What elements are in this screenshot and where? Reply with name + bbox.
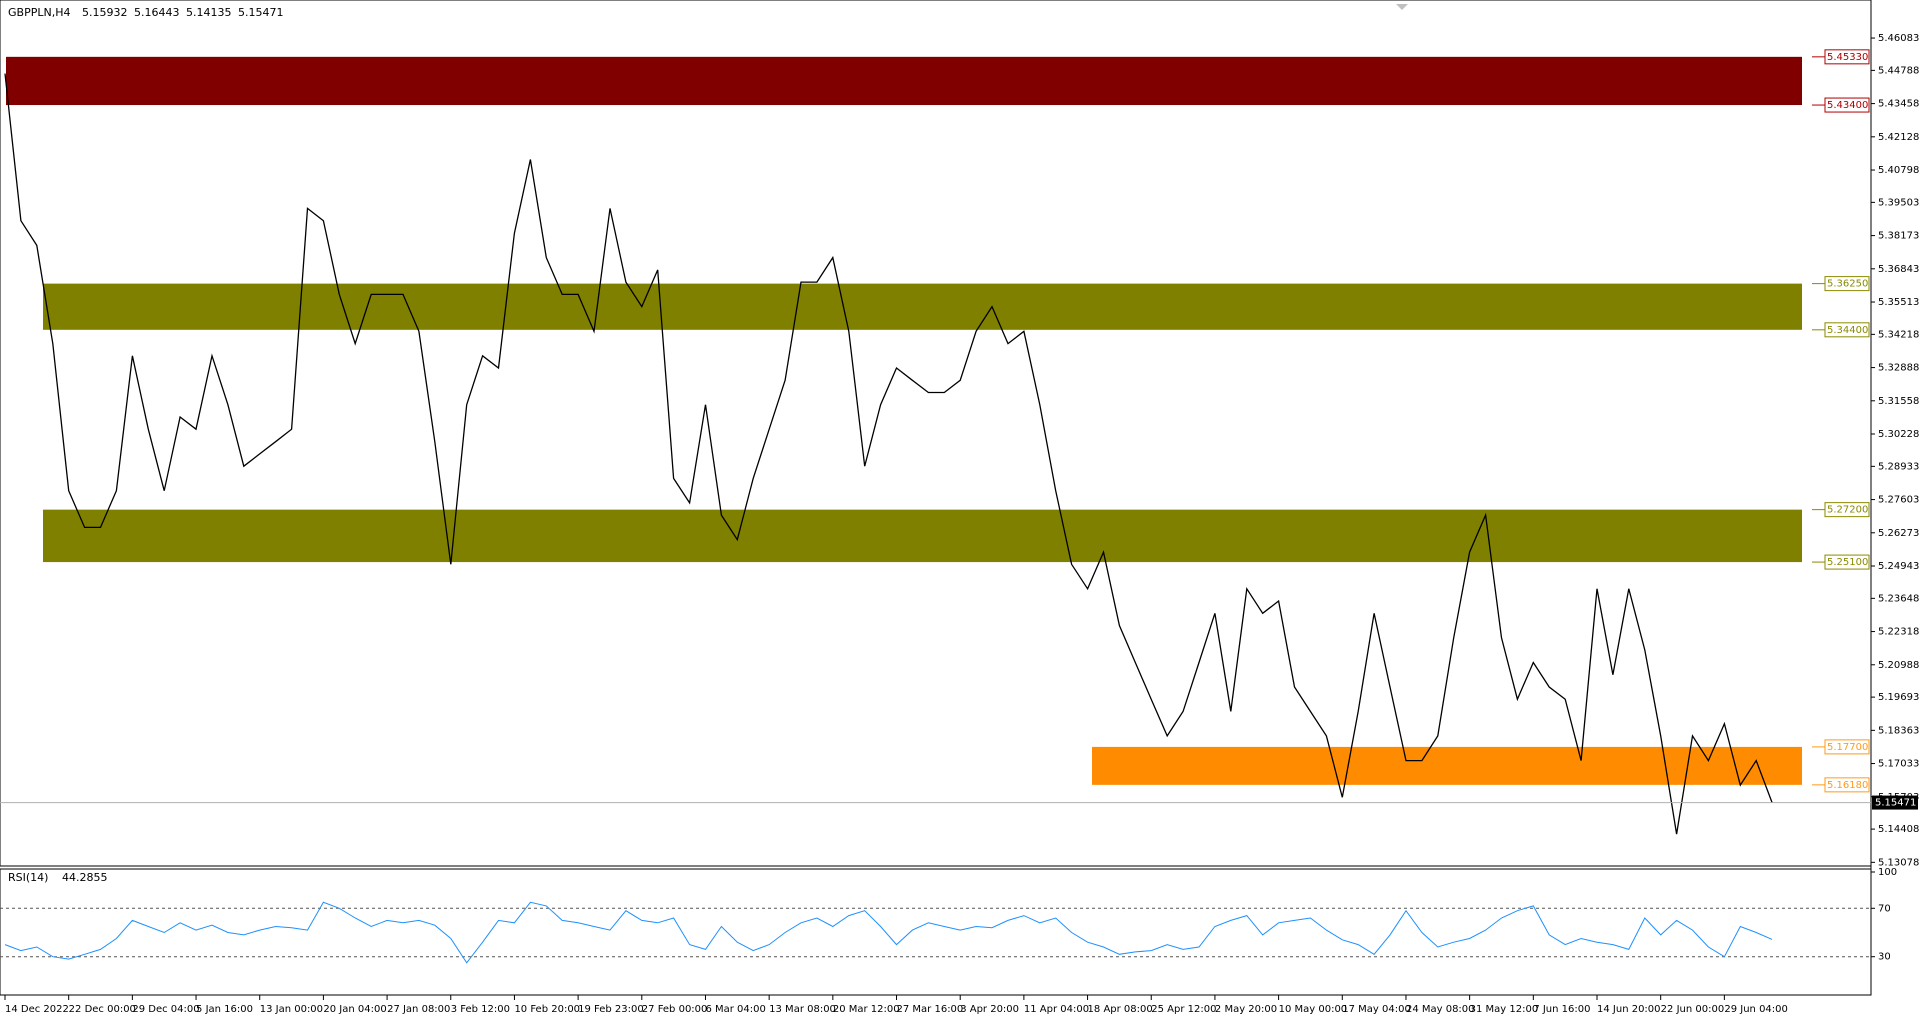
y-tick-label: 5.34218 — [1878, 329, 1919, 340]
rsi-panel — [0, 868, 1872, 996]
y-tick-label: 5.44788 — [1878, 65, 1919, 76]
y-tick-label: 5.24943 — [1878, 561, 1919, 572]
y-tick-label: 5.32888 — [1878, 363, 1919, 374]
y-tick-label: 5.40798 — [1878, 165, 1919, 176]
rsi-y-tick-label: 100 — [1878, 867, 1897, 878]
ohlc-low: 5.14135 — [186, 6, 232, 19]
y-tick-label: 5.13078 — [1878, 857, 1919, 868]
y-tick-label: 5.14408 — [1878, 824, 1919, 835]
x-tick-label: 11 Apr 04:00 — [1024, 1004, 1089, 1015]
x-tick-label: 5 Jan 16:00 — [196, 1004, 253, 1015]
y-tick-label: 5.26273 — [1878, 528, 1919, 539]
y-tick-label: 5.46083 — [1878, 33, 1919, 44]
zone-label: 5.43400 — [1827, 100, 1868, 111]
zone — [6, 56, 1802, 106]
price-line — [4, 73, 1773, 835]
x-tick-label: 24 May 08:00 — [1406, 1004, 1475, 1015]
y-tick-label: 5.39503 — [1878, 197, 1919, 208]
x-tick-label: 14 Dec 2022 — [5, 1004, 69, 1015]
x-tick-label: 3 Apr 20:00 — [960, 1004, 1019, 1015]
ohlc-open: 5.15932 — [82, 6, 128, 19]
x-tick-label: 6 Mar 04:00 — [705, 1004, 765, 1015]
zone-label: 5.27200 — [1827, 505, 1868, 516]
zone — [43, 509, 1802, 563]
rsi-y-tick-label: 30 — [1878, 952, 1891, 963]
y-tick-label: 5.31558 — [1878, 396, 1919, 407]
x-tick-label: 14 Jun 20:00 — [1597, 1004, 1661, 1015]
zone-label: 5.34400 — [1827, 325, 1868, 336]
x-tick-label: 20 Jan 04:00 — [323, 1004, 386, 1015]
zone-label-box — [1824, 322, 1870, 338]
zone-label: 5.17700 — [1827, 742, 1868, 753]
y-tick-label: 5.27603 — [1878, 495, 1919, 506]
zone-label-box — [1824, 739, 1870, 755]
x-tick-label: 31 May 12:00 — [1470, 1004, 1539, 1015]
x-tick-label: 18 Apr 08:00 — [1088, 1004, 1153, 1015]
main-panel — [0, 0, 1872, 867]
x-tick-label: 10 May 00:00 — [1279, 1004, 1348, 1015]
current-price-box — [1872, 795, 1918, 810]
y-tick-label: 5.30228 — [1878, 429, 1919, 440]
y-tick-label: 5.28933 — [1878, 461, 1919, 472]
x-tick-label: 27 Mar 16:00 — [897, 1004, 964, 1015]
y-tick-label: 5.43458 — [1878, 99, 1919, 110]
x-tick-label: 29 Dec 04:00 — [132, 1004, 199, 1015]
ohlc-high: 5.16443 — [134, 6, 180, 19]
y-tick-label: 5.22318 — [1878, 627, 1919, 638]
zone-label: 5.45330 — [1827, 52, 1868, 63]
y-tick-label: 5.38173 — [1878, 231, 1919, 242]
y-tick-label: 5.35513 — [1878, 297, 1919, 308]
rsi-line — [4, 901, 1773, 964]
x-tick-label: 19 Feb 23:00 — [578, 1004, 644, 1015]
y-tick-label: 5.19693 — [1878, 692, 1919, 703]
zone-label-box — [1824, 554, 1870, 570]
zone — [43, 283, 1802, 330]
zone-label-box — [1824, 276, 1870, 292]
zone-label-box — [1824, 777, 1870, 793]
zone-label-box — [1824, 49, 1870, 65]
ohlc-close: 5.15471 — [238, 6, 284, 19]
rsi-y-tick-label: 70 — [1878, 903, 1891, 914]
x-tick-label: 7 Jun 16:00 — [1533, 1004, 1590, 1015]
zone-label: 5.36250 — [1827, 279, 1868, 290]
x-tick-label: 25 Apr 12:00 — [1151, 1004, 1216, 1015]
y-tick-label: 5.17033 — [1878, 759, 1919, 770]
y-tick-label: 5.23648 — [1878, 593, 1919, 604]
x-tick-label: 22 Dec 00:00 — [69, 1004, 136, 1015]
x-tick-label: 17 May 04:00 — [1342, 1004, 1411, 1015]
x-tick-label: 22 Jun 00:00 — [1661, 1004, 1725, 1015]
current-price-label: 5.15471 — [1875, 798, 1916, 809]
x-tick-label: 27 Feb 00:00 — [642, 1004, 708, 1015]
rsi-value: 44.2855 — [62, 871, 108, 884]
zone — [1092, 746, 1802, 785]
x-tick-label: 13 Jan 00:00 — [260, 1004, 323, 1015]
y-tick-label: 5.18363 — [1878, 725, 1919, 736]
zone-label: 5.25100 — [1827, 557, 1868, 568]
zone-label-box — [1824, 502, 1870, 518]
x-tick-label: 27 Jan 08:00 — [387, 1004, 450, 1015]
x-tick-label: 10 Feb 20:00 — [514, 1004, 580, 1015]
y-tick-label: 5.42128 — [1878, 132, 1919, 143]
zone-label: 5.16180 — [1827, 780, 1868, 791]
zone-label-box — [1824, 97, 1870, 113]
x-tick-label: 13 Mar 08:00 — [769, 1004, 836, 1015]
rsi-title: RSI(14) — [8, 871, 48, 884]
x-tick-label: 20 Mar 12:00 — [833, 1004, 900, 1015]
y-tick-label: 5.20988 — [1878, 660, 1919, 671]
symbol-title: GBPPLN,H4 — [8, 6, 70, 19]
y-tick-label: 5.36843 — [1878, 264, 1919, 275]
scroll-marker — [1396, 4, 1408, 10]
x-tick-label: 29 Jun 04:00 — [1724, 1004, 1788, 1015]
x-tick-label: 3 Feb 12:00 — [451, 1004, 510, 1015]
x-tick-label: 2 May 20:00 — [1215, 1004, 1277, 1015]
